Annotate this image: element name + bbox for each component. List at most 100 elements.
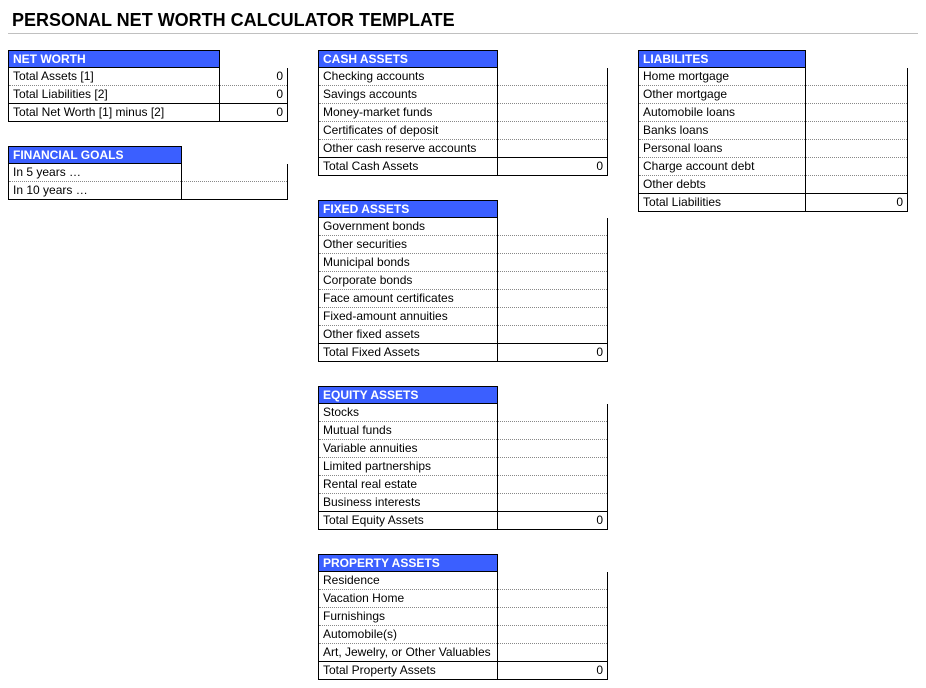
cell-label: Total Assets [1]: [9, 68, 220, 86]
cell-label: Art, Jewelry, or Other Valuables: [319, 644, 498, 662]
table-row: In 5 years …: [9, 164, 288, 182]
cell-value[interactable]: [181, 182, 287, 200]
table-row: Rental real estate: [319, 476, 608, 494]
col-middle: CASH ASSETS Checking accounts Savings ac…: [318, 50, 608, 680]
cell-value[interactable]: 0: [219, 68, 287, 86]
table-row: Money-market funds: [319, 104, 608, 122]
cell-label: Home mortgage: [639, 68, 806, 86]
cell-label: Limited partnerships: [319, 458, 498, 476]
cell-label: Municipal bonds: [319, 254, 498, 272]
table-row: Art, Jewelry, or Other Valuables: [319, 644, 608, 662]
cell-value[interactable]: [498, 218, 608, 236]
cell-value[interactable]: [498, 476, 608, 494]
table-row: Banks loans: [639, 122, 908, 140]
cell-label: Certificates of deposit: [319, 122, 498, 140]
cell-value[interactable]: [498, 122, 608, 140]
cell-value[interactable]: [498, 590, 608, 608]
cell-value[interactable]: [498, 86, 608, 104]
cell-value[interactable]: [498, 458, 608, 476]
cell-value[interactable]: [498, 404, 608, 422]
cell-label: Banks loans: [639, 122, 806, 140]
table-row: Vacation Home: [319, 590, 608, 608]
cell-label: Other cash reserve accounts: [319, 140, 498, 158]
cell-value[interactable]: [498, 254, 608, 272]
table-goals: FINANCIAL GOALS In 5 years … In 10 years…: [8, 146, 288, 200]
goals-header-blank: [181, 147, 287, 164]
col-right: LIABILITES Home mortgage Other mortgage …: [638, 50, 908, 212]
cell-label: Personal loans: [639, 140, 806, 158]
cell-value[interactable]: 0: [219, 104, 287, 122]
table-row: Face amount certificates: [319, 290, 608, 308]
cell-value: 0: [805, 194, 907, 212]
networth-header: NET WORTH: [9, 51, 220, 68]
cell-value[interactable]: [805, 140, 907, 158]
table-row: Mutual funds: [319, 422, 608, 440]
cell-value[interactable]: [805, 86, 907, 104]
equity-assets-header: EQUITY ASSETS: [319, 387, 498, 404]
table-row: Variable annuities: [319, 440, 608, 458]
table-row: Other mortgage: [639, 86, 908, 104]
cell-value[interactable]: [498, 326, 608, 344]
networth-header-blank: [219, 51, 287, 68]
table-row: Automobile loans: [639, 104, 908, 122]
cell-value[interactable]: [498, 644, 608, 662]
cell-label: Other securities: [319, 236, 498, 254]
columns: NET WORTH Total Assets [1] 0 Total Liabi…: [8, 50, 918, 680]
table-row: Limited partnerships: [319, 458, 608, 476]
cell-value[interactable]: [805, 68, 907, 86]
cell-label: Other fixed assets: [319, 326, 498, 344]
cell-value[interactable]: [498, 290, 608, 308]
table-networth: NET WORTH Total Assets [1] 0 Total Liabi…: [8, 50, 288, 122]
cell-label: Total Net Worth [1] minus [2]: [9, 104, 220, 122]
cell-value[interactable]: [498, 308, 608, 326]
table-row: Fixed-amount annuities: [319, 308, 608, 326]
cell-value: 0: [498, 158, 608, 176]
cell-value[interactable]: [498, 272, 608, 290]
cell-value[interactable]: [805, 158, 907, 176]
cell-value: 0: [498, 344, 608, 362]
cell-value[interactable]: [805, 176, 907, 194]
cash-assets-header: CASH ASSETS: [319, 51, 498, 68]
table-row-total: Total Fixed Assets0: [319, 344, 608, 362]
cell-label: Rental real estate: [319, 476, 498, 494]
cell-label: Checking accounts: [319, 68, 498, 86]
cell-value[interactable]: [805, 122, 907, 140]
cell-value[interactable]: [498, 422, 608, 440]
table-row: Charge account debt: [639, 158, 908, 176]
table-row: Checking accounts: [319, 68, 608, 86]
cell-label: Business interests: [319, 494, 498, 512]
cell-label: Charge account debt: [639, 158, 806, 176]
cell-label: Total Liabilities: [639, 194, 806, 212]
property-assets-header: PROPERTY ASSETS: [319, 555, 498, 572]
cell-label: Savings accounts: [319, 86, 498, 104]
cell-label: Mutual funds: [319, 422, 498, 440]
table-row: Municipal bonds: [319, 254, 608, 272]
table-row: Certificates of deposit: [319, 122, 608, 140]
cell-value[interactable]: [805, 104, 907, 122]
cell-value: 0: [498, 512, 608, 530]
cell-label: Automobile loans: [639, 104, 806, 122]
table-row: Total Assets [1] 0: [9, 68, 288, 86]
cell-value[interactable]: [181, 164, 287, 182]
table-row: Home mortgage: [639, 68, 908, 86]
cell-value[interactable]: [498, 494, 608, 512]
page-title: PERSONAL NET WORTH CALCULATOR TEMPLATE: [8, 8, 918, 34]
cell-value[interactable]: [498, 104, 608, 122]
cell-value[interactable]: [498, 440, 608, 458]
cell-value[interactable]: [498, 140, 608, 158]
table-row: Other debts: [639, 176, 908, 194]
table-row-total: Total Cash Assets0: [319, 158, 608, 176]
table-row: Corporate bonds: [319, 272, 608, 290]
cell-label: Total Cash Assets: [319, 158, 498, 176]
cell-value[interactable]: 0: [219, 86, 287, 104]
cell-value[interactable]: [498, 68, 608, 86]
cell-label: In 10 years …: [9, 182, 182, 200]
cell-value[interactable]: [498, 572, 608, 590]
table-row: In 10 years …: [9, 182, 288, 200]
cell-value[interactable]: [498, 626, 608, 644]
cell-value[interactable]: [498, 236, 608, 254]
cell-label: Corporate bonds: [319, 272, 498, 290]
table-row-total: Total Property Assets0: [319, 662, 608, 680]
cell-value: 0: [498, 662, 608, 680]
cell-label: Face amount certificates: [319, 290, 498, 308]
